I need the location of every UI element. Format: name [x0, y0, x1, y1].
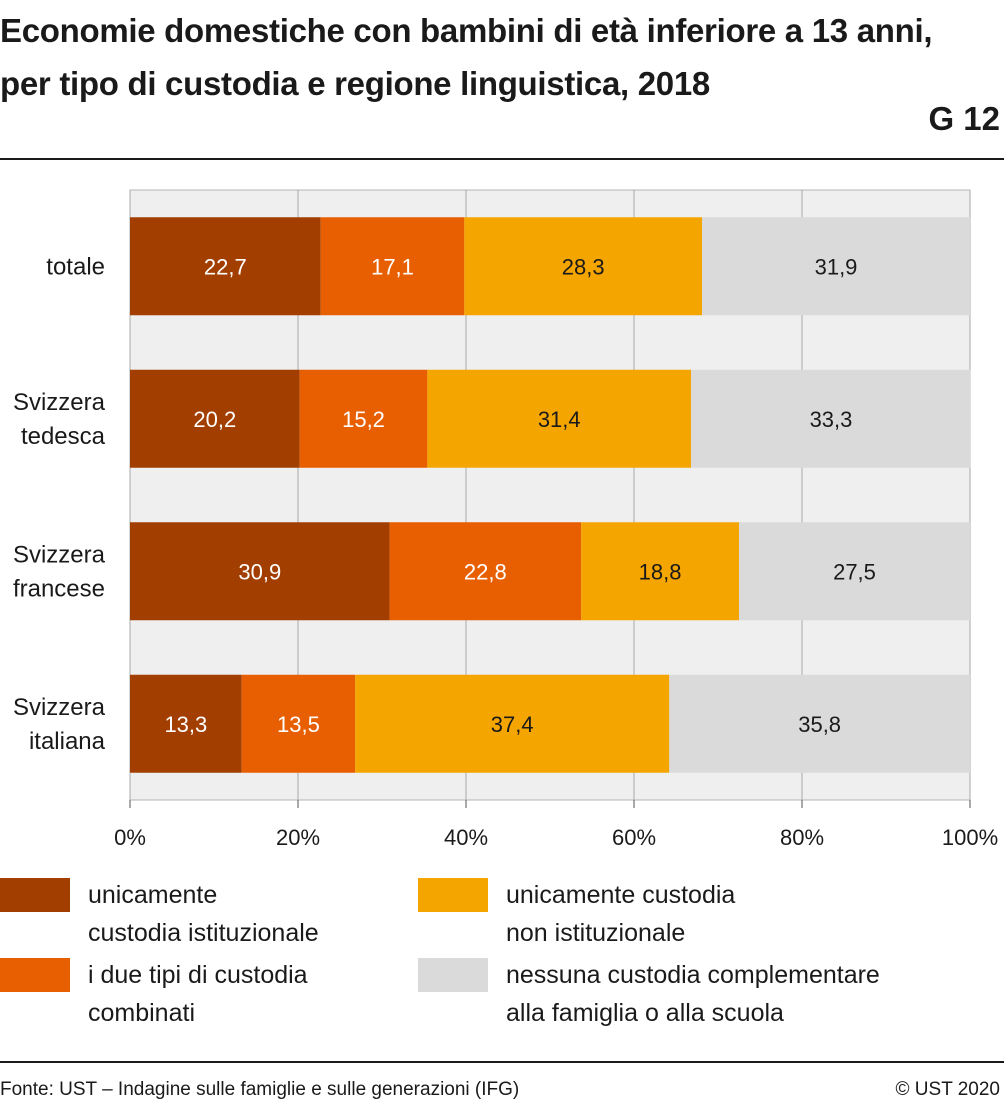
x-tick-label: 60%: [612, 825, 656, 850]
data-label: 22,7: [204, 254, 247, 279]
stacked-bar-chart: 0% 20% 40% 60% 80% 100% 22,7 17,1 28,3 31,9 totale…: [13, 189, 998, 850]
legend-label: unicamente custodia non istituzionale: [506, 881, 736, 947]
category-label: Svizzera: [13, 541, 106, 568]
copyright: © UST 2020: [895, 1079, 1000, 1100]
data-label: 27,5: [833, 559, 876, 584]
bar-segment: [241, 674, 356, 773]
x-tick-label: 40%: [444, 825, 488, 850]
chart-code: G 12: [928, 100, 1000, 137]
source-note: Fonte: UST – Indagine sulle famiglie e s…: [0, 1079, 520, 1100]
legend-swatch: [418, 878, 488, 912]
bar-segment: [130, 217, 321, 316]
category-label: totale: [46, 253, 105, 280]
data-label: 17,1: [371, 254, 414, 279]
x-tick-label: 0%: [114, 825, 146, 850]
bar-segment: [691, 369, 971, 468]
bar-segment: [130, 674, 242, 773]
x-tick-label: 20%: [276, 825, 320, 850]
data-label: 15,2: [342, 407, 385, 432]
legend-item-istituzionale: unicamente custodia istituzionale: [0, 878, 319, 952]
category-label: tedesca: [21, 423, 106, 450]
legend-item-nessuna: nessuna custodia complementare alla famig…: [418, 958, 880, 1032]
data-label: 20,2: [193, 407, 236, 432]
legend-label: nessuna custodia complementare alla famig…: [506, 961, 880, 1027]
top-divider: [0, 158, 1004, 160]
legend-label: i due tipi di custodia combinati: [88, 961, 308, 1027]
chart-title: Economie domestiche con bambini di età i…: [0, 12, 933, 102]
data-label: 30,9: [238, 559, 281, 584]
category-label: francese: [13, 575, 105, 602]
category-label: Svizzera: [13, 694, 106, 721]
bar-segment: [389, 522, 582, 621]
data-label: 31,9: [815, 254, 858, 279]
bar-segment: [355, 674, 670, 773]
legend-swatch: [0, 878, 70, 912]
bar-segment: [427, 369, 692, 468]
bar-segment: [130, 522, 390, 621]
data-label: 33,3: [810, 407, 853, 432]
legend-item-combinati: i due tipi di custodia combinati: [0, 958, 308, 1032]
data-label: 22,8: [464, 559, 507, 584]
data-label: 18,8: [639, 559, 682, 584]
bar-segment: [702, 217, 970, 316]
data-label: 13,3: [164, 712, 207, 737]
legend-label: unicamente custodia istituzionale: [88, 881, 319, 947]
bar-segment: [130, 369, 300, 468]
bar-segment: [320, 217, 465, 316]
legend-swatch: [418, 958, 488, 992]
bar-segment: [299, 369, 428, 468]
category-label: italiana: [29, 728, 106, 755]
category-label: Svizzera: [13, 389, 106, 416]
bar-segment: [581, 522, 739, 621]
data-label: 13,5: [277, 712, 320, 737]
bottom-divider: [0, 1061, 1004, 1063]
x-tick-label: 100%: [942, 825, 998, 850]
bar-segment: [739, 522, 970, 621]
x-tick-label: 80%: [780, 825, 824, 850]
bar-segment: [669, 674, 970, 773]
legend-swatch: [0, 958, 70, 992]
data-label: 31,4: [538, 407, 581, 432]
legend-item-non-istituzionale: unicamente custodia non istituzionale: [418, 878, 735, 952]
data-label: 35,8: [798, 712, 841, 737]
bar-segment: [464, 217, 703, 316]
data-label: 37,4: [491, 712, 534, 737]
data-label: 28,3: [562, 254, 605, 279]
